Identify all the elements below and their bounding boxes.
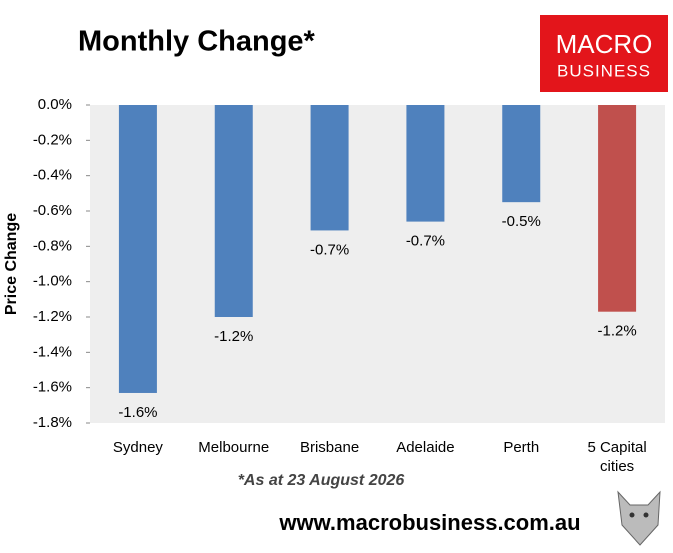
- y-tick-label: -0.2%: [33, 131, 72, 148]
- logo-text: BUSINESS: [557, 61, 651, 80]
- bar: [310, 105, 349, 231]
- y-tick-label: -1.4%: [33, 343, 72, 360]
- y-tick-label: -0.4%: [33, 167, 72, 184]
- data-label: -0.5%: [502, 213, 541, 230]
- y-tick-label: -0.6%: [33, 202, 72, 219]
- data-label: -1.6%: [118, 404, 157, 421]
- bar: [406, 105, 445, 222]
- plot-area: [90, 105, 665, 423]
- footnote: *As at 23 August 2026: [238, 472, 405, 489]
- data-label: -0.7%: [406, 233, 445, 250]
- bar: [598, 105, 637, 312]
- data-label: -1.2%: [597, 323, 636, 340]
- x-tick-label: Adelaide: [396, 439, 455, 456]
- chart-title: Monthly Change*: [78, 26, 316, 58]
- x-tick-label: 5 Capital cities: [587, 439, 647, 475]
- y-tick-label: -1.0%: [33, 273, 72, 290]
- bar: [118, 105, 157, 393]
- logo-text: MACRO: [556, 29, 653, 59]
- x-tick-label: Melbourne: [198, 439, 270, 456]
- x-tick-label: Sydney: [112, 439, 163, 456]
- data-label: -0.7%: [310, 241, 349, 258]
- x-tick-label: Brisbane: [299, 439, 360, 456]
- y-tick-label: -0.8%: [33, 237, 72, 254]
- wolf-icon: [617, 490, 661, 546]
- y-tick-label: -1.8%: [33, 414, 72, 431]
- y-axis-title: Price Change: [3, 213, 20, 315]
- y-tick-label: -1.2%: [33, 308, 72, 325]
- y-tick-label: 0.0%: [38, 96, 72, 113]
- bar: [502, 105, 541, 203]
- x-tick-label: Perth: [503, 439, 540, 456]
- bar: [214, 105, 253, 317]
- y-tick-label: -1.6%: [33, 379, 72, 396]
- website-url: www.macrobusiness.com.au: [278, 510, 580, 535]
- data-label: -1.2%: [214, 328, 253, 345]
- logo-box: [540, 15, 668, 92]
